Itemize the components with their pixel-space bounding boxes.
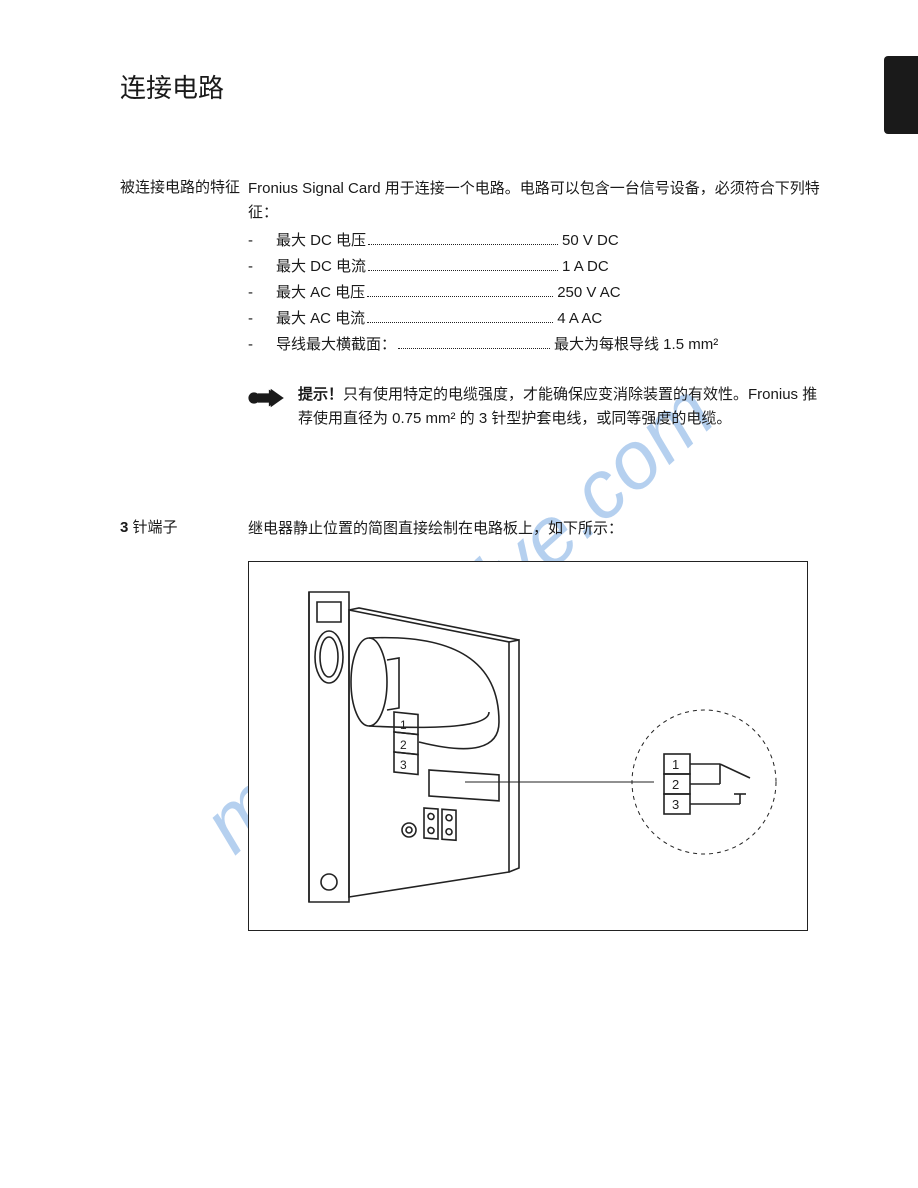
spec-label: 最大 DC 电压 <box>276 229 366 253</box>
spec-label: 最大 DC 电流 <box>276 255 366 279</box>
detail-label-2: 2 <box>672 777 679 792</box>
spec-row: - 最大 AC 电流 4 A AC <box>248 307 820 331</box>
spec-label: 最大 AC 电流 <box>276 307 365 331</box>
page-title: 连接电路 <box>120 68 820 105</box>
terminal-diagram: 1 2 3 1 2 3 <box>248 561 808 931</box>
spec-list: - 最大 DC 电压 50 V DC - 最大 DC 电流 1 A DC - 最… <box>248 229 820 357</box>
spec-row: - 最大 AC 电压 250 V AC <box>248 281 820 305</box>
spec-row: - 最大 DC 电压 50 V DC <box>248 229 820 253</box>
terminal-intro: 继电器静止位置的简图直接绘制在电路板上，如下所示： <box>248 517 820 541</box>
hand-pointer-icon <box>248 383 286 431</box>
intro-text: Fronius Signal Card 用于连接一个电路。电路可以包含一台信号设… <box>248 177 820 225</box>
spec-label: 导线最大横截面： <box>276 333 396 357</box>
spec-value: 最大为每根导线 1.5 mm² <box>554 333 718 357</box>
term-label-2: 2 <box>400 738 407 752</box>
detail-label-1: 1 <box>672 757 679 772</box>
spec-label: 最大 AC 电压 <box>276 281 365 305</box>
label-rest: 针端子 <box>128 519 177 536</box>
spec-value: 50 V DC <box>562 229 619 253</box>
spec-value: 4 A AC <box>557 307 602 331</box>
spec-value: 250 V AC <box>557 281 620 305</box>
term-label-3: 3 <box>400 758 407 772</box>
section-terminal: 3 针端子 继电器静止位置的简图直接绘制在电路板上，如下所示： <box>120 517 820 931</box>
detail-label-3: 3 <box>672 797 679 812</box>
spec-value: 1 A DC <box>562 255 609 279</box>
term-label-1: 1 <box>400 718 407 732</box>
tip-block: 提示！只有使用特定的电缆强度，才能确保应变消除装置的有效性。Fronius 推荐… <box>248 383 820 431</box>
spec-row: - 最大 DC 电流 1 A DC <box>248 255 820 279</box>
tip-body: 只有使用特定的电缆强度，才能确保应变消除装置的有效性。Fronius 推荐使用直… <box>298 386 817 427</box>
spec-row: - 导线最大横截面： 最大为每根导线 1.5 mm² <box>248 333 820 357</box>
document-page: 连接电路 被连接电路的特征 Fronius Signal Card 用于连接一个… <box>0 0 918 1011</box>
section-label-characteristics: 被连接电路的特征 <box>120 177 248 431</box>
tip-text: 提示！只有使用特定的电缆强度，才能确保应变消除装置的有效性。Fronius 推荐… <box>298 383 820 431</box>
section-content-terminal: 继电器静止位置的简图直接绘制在电路板上，如下所示： <box>248 517 820 931</box>
section-content-characteristics: Fronius Signal Card 用于连接一个电路。电路可以包含一台信号设… <box>248 177 820 431</box>
section-label-terminal: 3 针端子 <box>120 517 248 931</box>
section-characteristics: 被连接电路的特征 Fronius Signal Card 用于连接一个电路。电路… <box>120 177 820 431</box>
tip-bold-label: 提示！ <box>298 386 343 403</box>
